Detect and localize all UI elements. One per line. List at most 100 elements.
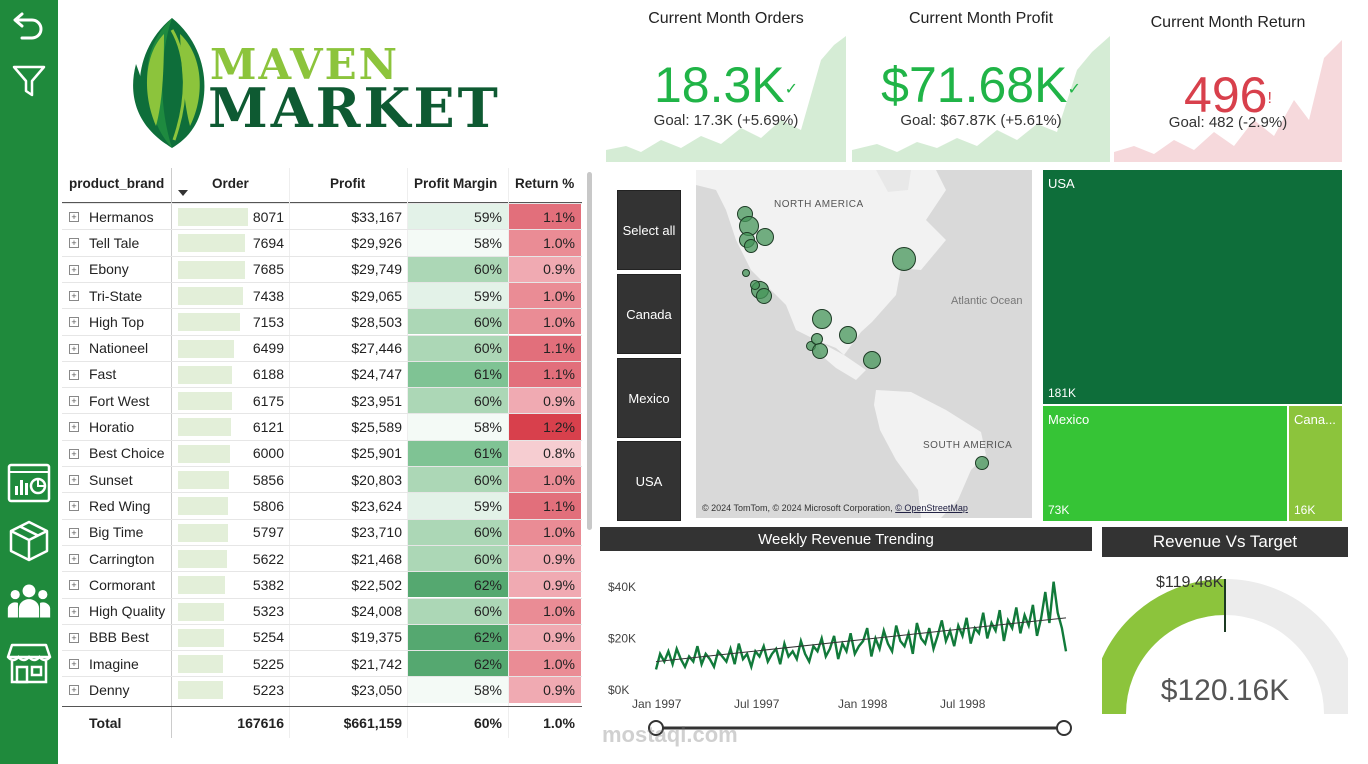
expand-row-icon[interactable]: + (69, 685, 79, 696)
expand-row-icon[interactable]: + (69, 264, 79, 275)
store-location-bubble[interactable] (892, 247, 916, 271)
store-location-bubble[interactable] (812, 343, 828, 359)
expand-row-icon[interactable]: + (69, 238, 79, 249)
col-header-brand[interactable]: product_brand (69, 175, 165, 191)
expand-row-icon[interactable]: + (69, 317, 79, 328)
order-cell: 5806 (252, 497, 284, 514)
table-row[interactable]: + Tri-State 7438 $29,065 59% 1.0% (62, 281, 582, 309)
store-location-bubble[interactable] (756, 228, 774, 246)
table-row[interactable]: + Ebony 7685 $29,749 60% 0.9% (62, 255, 582, 282)
treemap-usa[interactable]: USA 181K (1043, 170, 1342, 404)
margin-cell: 60% (408, 309, 508, 335)
store-icon[interactable] (6, 640, 52, 686)
table-row[interactable]: + BBB Best 5254 $19,375 62% 0.9% (62, 623, 582, 651)
expand-row-icon[interactable]: + (69, 580, 79, 591)
slicer-select-all[interactable]: Select all (617, 190, 681, 270)
table-row[interactable]: + Denny 5223 $23,050 58% 0.9% (62, 676, 582, 703)
store-location-bubble[interactable] (756, 288, 772, 304)
kpi-return-title: Current Month Return (1150, 14, 1306, 31)
x-tick-label: Jul 1998 (940, 697, 986, 711)
table-row[interactable]: + Horatio 6121 $25,589 58% 1.2% (62, 413, 582, 440)
table-row[interactable]: + Nationeel 6499 $27,446 60% 1.1% (62, 334, 582, 361)
expand-row-icon[interactable]: + (69, 448, 79, 459)
expand-row-icon[interactable]: + (69, 290, 79, 301)
order-cell: 5323 (252, 603, 284, 620)
table-row[interactable]: + Carrington 5622 $21,468 60% 0.9% (62, 544, 582, 572)
customers-icon[interactable] (6, 578, 52, 624)
table-row[interactable]: + Cormorant 5382 $22,502 62% 0.9% (62, 571, 582, 598)
return-cell: 1.2% (509, 414, 581, 440)
table-row[interactable]: + Fast 6188 $24,747 61% 1.1% (62, 360, 582, 388)
brand-cell: High Quality (89, 603, 166, 620)
x-tick-label: Jul 1997 (734, 697, 780, 711)
slicer-usa[interactable]: USA (617, 441, 681, 521)
margin-cell: 59% (408, 493, 508, 519)
dashboard-icon[interactable] (6, 460, 52, 506)
date-range-start-handle[interactable] (648, 720, 664, 736)
product-box-icon[interactable] (6, 518, 52, 564)
store-location-bubble[interactable] (839, 326, 857, 344)
expand-row-icon[interactable]: + (69, 553, 79, 564)
total-return: 1.0% (543, 715, 575, 731)
slicer-canada[interactable]: Canada (617, 274, 681, 354)
slicer-mexico[interactable]: Mexico (617, 358, 681, 438)
order-bar (178, 655, 223, 674)
kpi-orders-title: Current Month Orders (648, 10, 804, 27)
expand-row-icon[interactable]: + (69, 475, 79, 485)
table-row[interactable]: + Imagine 5225 $21,742 62% 1.0% (62, 650, 582, 677)
store-map[interactable]: NORTH AMERICA Atlantic Ocean SOUTH AMERI… (696, 170, 1032, 518)
brand-cell: Imagine (89, 655, 139, 672)
store-location-bubble[interactable] (750, 280, 760, 290)
store-location-bubble[interactable] (744, 239, 758, 253)
table-row[interactable]: + Sunset 5856 $20,803 60% 1.0% (62, 466, 582, 493)
expand-row-icon[interactable]: + (69, 396, 79, 407)
col-header-order[interactable]: Order (212, 175, 249, 191)
weekly-revenue-chart[interactable]: $40K $20K $0K Jan 1997 Jul 1997 Jan 1998 Jul 1… (600, 556, 1094, 746)
store-location-bubble[interactable] (742, 269, 750, 277)
filter-icon[interactable] (6, 58, 52, 104)
order-cell: 5223 (252, 682, 284, 699)
col-header-profit[interactable]: Profit (330, 175, 366, 191)
store-location-bubble[interactable] (812, 309, 832, 329)
table-row[interactable]: + Red Wing 5806 $23,624 59% 1.1% (62, 492, 582, 519)
table-scrollbar[interactable] (587, 172, 592, 530)
expand-row-icon[interactable]: + (69, 343, 79, 354)
order-cell: 7694 (252, 234, 284, 251)
table-row[interactable]: + High Quality 5323 $24,008 60% 1.0% (62, 597, 582, 624)
treemap-mexico[interactable]: Mexico 73K (1043, 406, 1287, 521)
expand-row-icon[interactable]: + (69, 632, 79, 643)
expand-row-icon[interactable]: + (69, 212, 79, 222)
date-range-end-handle[interactable] (1056, 720, 1072, 736)
return-cell: 0.9% (509, 572, 581, 598)
back-icon[interactable] (6, 2, 52, 48)
order-cell: 5382 (252, 576, 284, 593)
table-row[interactable]: + Tell Tale 7694 $29,926 58% 1.0% (62, 229, 582, 256)
table-row[interactable]: + High Top 7153 $28,503 60% 1.0% (62, 308, 582, 335)
brand-cell: Nationeel (89, 340, 149, 357)
table-row[interactable]: + Best Choice 6000 $25,901 61% 0.8% (62, 439, 582, 466)
expand-row-icon[interactable]: + (69, 659, 79, 670)
order-bar (178, 523, 228, 542)
expand-row-icon[interactable]: + (69, 606, 79, 617)
treemap-usa-value: 181K (1048, 386, 1077, 400)
expand-row-icon[interactable]: + (69, 422, 79, 433)
table-row[interactable]: + Big Time 5797 $23,710 60% 1.0% (62, 518, 582, 545)
return-cell: 0.9% (509, 677, 581, 703)
order-cell: 6121 (252, 419, 284, 436)
sort-desc-icon[interactable] (178, 190, 188, 196)
col-header-return[interactable]: Return % (515, 175, 575, 191)
map-land (696, 170, 986, 518)
expand-row-icon[interactable]: + (69, 501, 79, 512)
expand-row-icon[interactable]: + (69, 527, 79, 538)
table-row[interactable]: + Hermanos 8071 $33,167 59% 1.1% (62, 203, 582, 230)
store-location-bubble[interactable] (863, 351, 881, 369)
expand-row-icon[interactable]: + (69, 369, 79, 380)
return-cell: 1.1% (509, 335, 581, 361)
margin-cell: 61% (408, 361, 508, 388)
store-location-bubble[interactable] (975, 456, 989, 470)
col-header-profit-margin[interactable]: Profit Margin (414, 175, 498, 191)
treemap-canada[interactable]: Cana... 16K (1289, 406, 1342, 521)
kpi-profit-value: $71.68K✓ (881, 57, 1081, 113)
table-row[interactable]: + Fort West 6175 $23,951 60% 0.9% (62, 387, 582, 414)
return-cell: 0.9% (509, 388, 581, 414)
